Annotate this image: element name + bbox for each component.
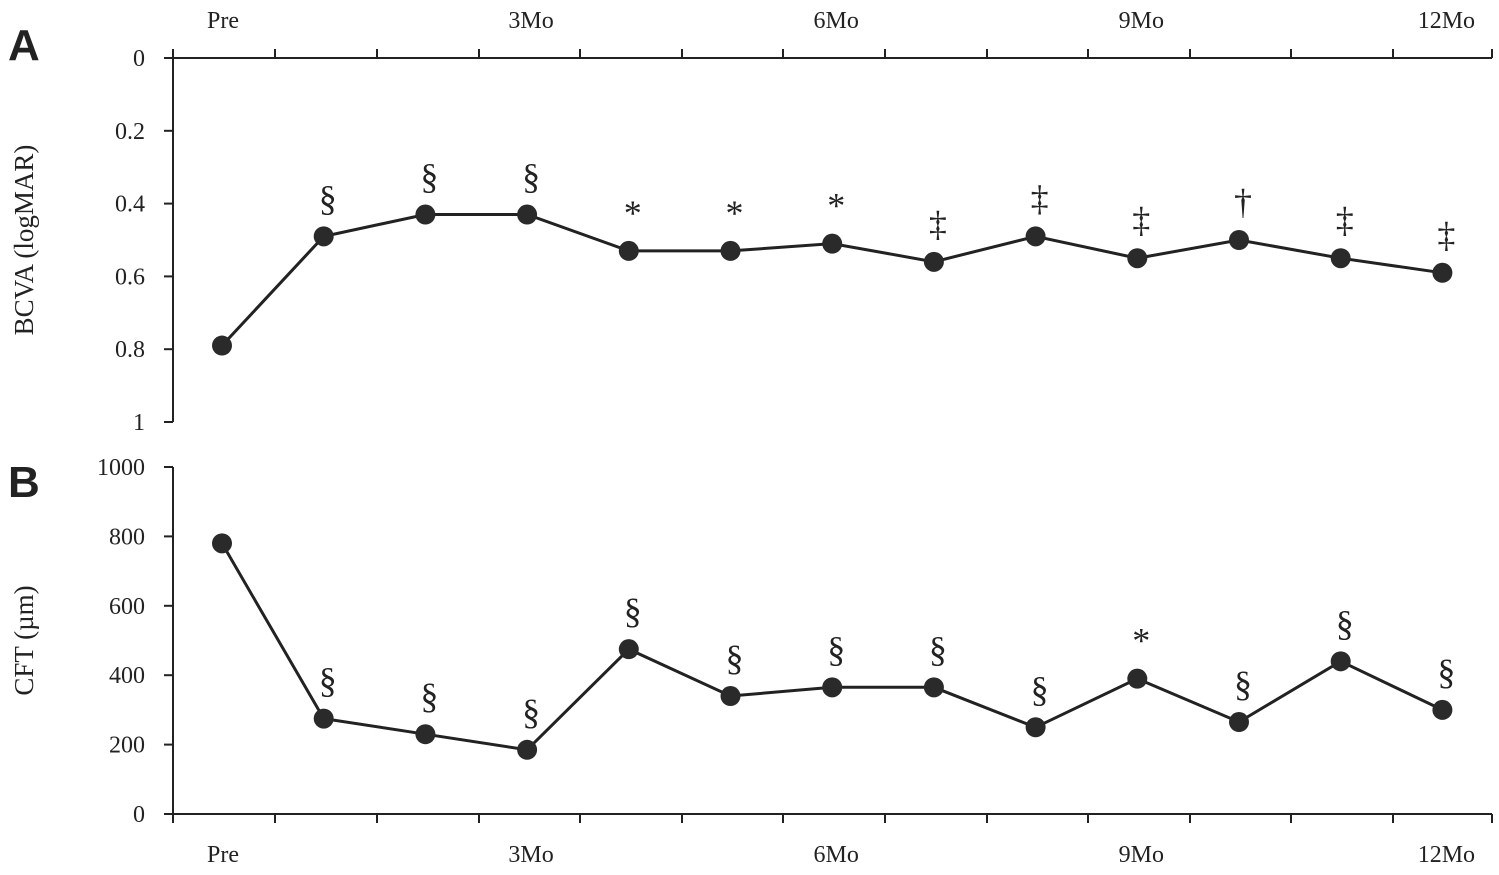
- panel-b-x-tick-label: 3Mo: [508, 842, 553, 868]
- panel-b-data-point: [923, 677, 944, 698]
- panel-a-significance-mark: *: [827, 186, 845, 226]
- panel-b-data-point: [313, 708, 334, 729]
- panel-a-y-tick-label: 0: [133, 46, 145, 72]
- panel-a-significance-mark: ‡: [1336, 200, 1354, 240]
- panel-a-y-tick-label: 0.6: [115, 264, 145, 290]
- panel-a-y-axis-title: BCVA (logMAR): [9, 145, 39, 336]
- panel-a-y-tick-label: 1: [133, 410, 145, 436]
- panel-b-data-point: [1025, 717, 1046, 738]
- panel-a-data-point: [1229, 230, 1249, 250]
- panel-a-data-point: [1025, 226, 1046, 247]
- panel-a-significance-mark: *: [624, 193, 642, 233]
- panel-b-data-point: [1229, 712, 1249, 733]
- panel-b-x-tick-label: 9Mo: [1119, 842, 1164, 868]
- panel-b-y-tick-label: 200: [109, 733, 145, 759]
- panel-b-significance-mark: §: [1437, 652, 1455, 692]
- panel-a-data-point: [517, 204, 538, 225]
- panel-b-significance-mark: §: [726, 638, 744, 678]
- panel-a-y-tick-label: 0.2: [115, 119, 145, 145]
- panel-a-data-point: [822, 233, 843, 254]
- panel-a-data-point: [212, 335, 232, 356]
- panel-a-data-point: [618, 240, 639, 261]
- panel-a-significance-mark: *: [726, 193, 744, 233]
- panel-b-significance-mark: §: [1234, 664, 1252, 704]
- panel-a-data-point: [415, 204, 436, 225]
- panel-a-significance-mark: §: [420, 157, 438, 197]
- panel-a-data-point: [313, 226, 334, 247]
- panel-b-data-point: [212, 533, 232, 554]
- panel-b-data-point: [1330, 651, 1351, 672]
- panel-a-y-tick-label: 0.4: [115, 192, 145, 218]
- panel-b-y-tick-label: 1000: [97, 455, 145, 481]
- panel-b-y-tick-label: 0: [133, 802, 145, 828]
- panel-a-x-tick-label: 6Mo: [814, 8, 859, 34]
- panel-b-significance-mark: §: [929, 629, 947, 669]
- panel-a-data-point: [1432, 262, 1453, 283]
- panel-b-significance-mark: §: [624, 591, 642, 631]
- panel-b-data-point: [1432, 699, 1453, 720]
- panel-a-significance-mark: ‡: [1031, 178, 1049, 218]
- panel-b-significance-mark: §: [319, 661, 337, 701]
- panel-b-data-point: [822, 677, 843, 698]
- panel-a-x-tick-label: 12Mo: [1418, 8, 1475, 34]
- panel-a-x-tick-label: 3Mo: [508, 8, 553, 34]
- panel-a-significance-mark: ‡: [1132, 200, 1150, 240]
- panel-a-significance-mark: †: [1234, 182, 1252, 222]
- panel-a-significance-mark: ‡: [929, 204, 947, 244]
- panel-a-data-point: [1330, 248, 1351, 269]
- panel-b-significance-mark: §: [420, 676, 438, 716]
- panel-b-y-tick-label: 400: [109, 663, 145, 689]
- panel-b-x-tick-label: 6Mo: [814, 842, 859, 868]
- panel-a-data-point: [1127, 248, 1148, 269]
- panel-b-significance-mark: §: [522, 692, 540, 732]
- panel-a-data-point: [720, 240, 741, 261]
- panel-a-letter: A: [8, 21, 40, 70]
- panel-b-data-point: [517, 739, 538, 760]
- panel-a-y-tick-label: 0.8: [115, 337, 145, 363]
- panel-b-significance-mark: §: [1336, 603, 1354, 643]
- panel-b-significance-mark: §: [1031, 669, 1049, 709]
- panel-b-y-tick-label: 600: [109, 594, 145, 620]
- panel-b-data-point: [1127, 668, 1148, 689]
- panel-b-letter: B: [8, 458, 40, 507]
- panel-a-x-tick-label: 9Mo: [1119, 8, 1164, 34]
- panel-b-significance-mark: §: [827, 629, 845, 669]
- panel-b-data-point: [415, 724, 436, 745]
- panel-b-x-tick-label: 12Mo: [1418, 842, 1475, 868]
- panel-b-significance-mark: *: [1132, 621, 1150, 661]
- panel-a-significance-mark: ‡: [1437, 215, 1455, 255]
- panel-b-data-point: [720, 686, 741, 707]
- panel-a-x-tick-label: Pre: [207, 8, 239, 34]
- panel-a-data-point: [923, 251, 944, 272]
- panel-b-y-axis-title: CFT (µm): [9, 585, 39, 695]
- panel-b-x-tick-label: Pre: [207, 842, 239, 868]
- panel-b-data-point: [618, 639, 639, 660]
- panel-a-significance-mark: §: [319, 178, 337, 218]
- panel-a-significance-mark: §: [522, 157, 540, 197]
- panel-b-y-tick-label: 800: [109, 524, 145, 550]
